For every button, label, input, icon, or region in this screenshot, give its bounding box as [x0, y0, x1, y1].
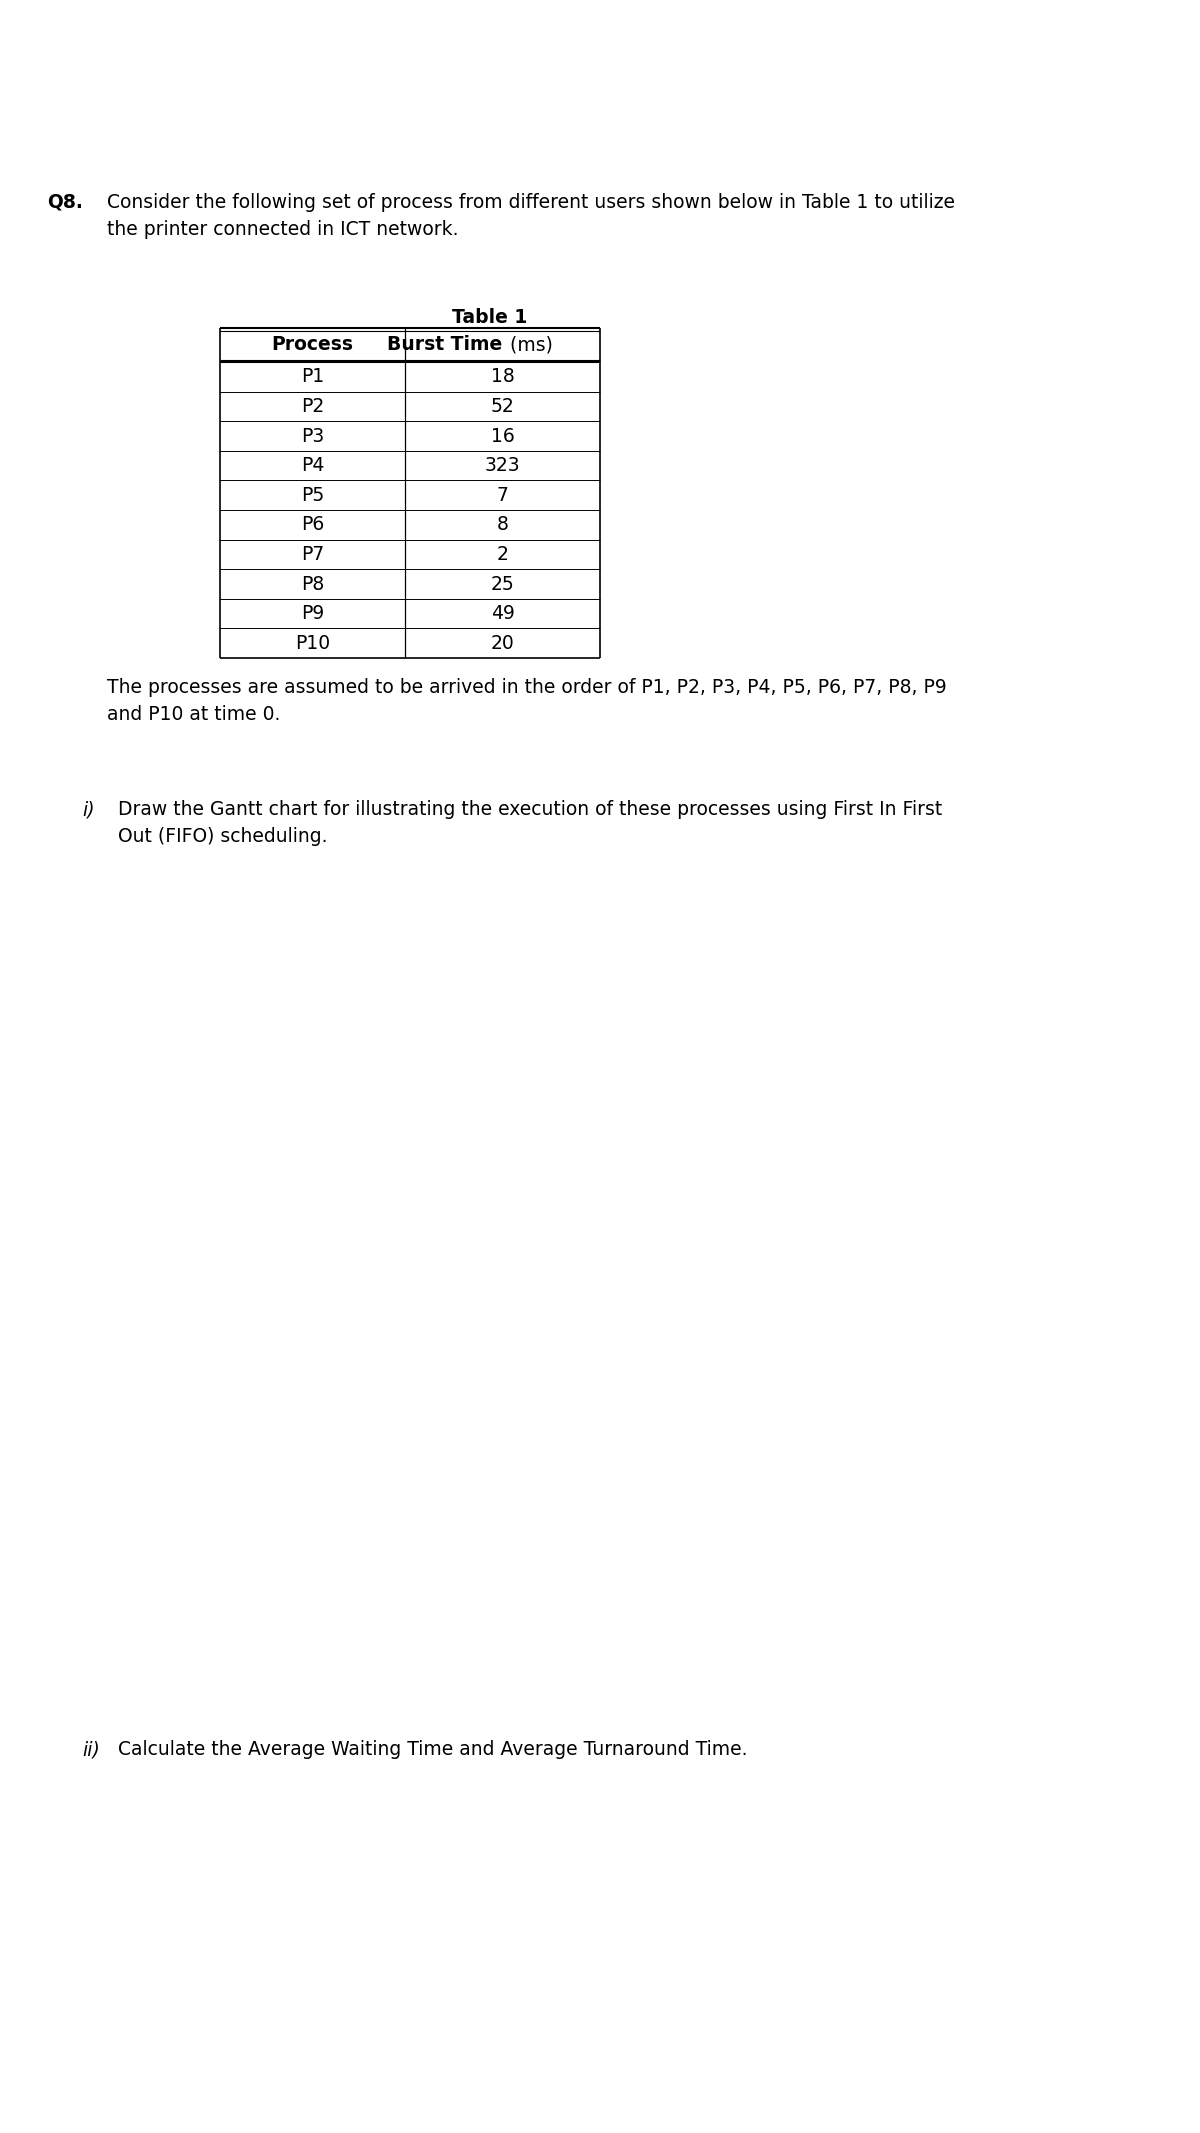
- Text: 16: 16: [491, 427, 515, 446]
- Text: Process: Process: [271, 335, 354, 354]
- Text: 52: 52: [491, 397, 515, 416]
- Text: 20: 20: [491, 634, 515, 653]
- Text: 323: 323: [485, 456, 521, 476]
- Text: P3: P3: [301, 427, 324, 446]
- Text: P8: P8: [301, 574, 324, 593]
- Text: P1: P1: [301, 367, 324, 386]
- Text: Draw the Gantt chart for illustrating the execution of these processes using Fir: Draw the Gantt chart for illustrating th…: [118, 800, 942, 847]
- Text: ii): ii): [82, 1741, 100, 1760]
- Text: P4: P4: [301, 456, 324, 476]
- Text: P2: P2: [301, 397, 324, 416]
- Text: P7: P7: [301, 544, 324, 563]
- Text: 7: 7: [497, 486, 509, 506]
- Text: Q8.: Q8.: [47, 192, 83, 211]
- Text: P5: P5: [301, 486, 324, 506]
- Text: i): i): [82, 800, 95, 819]
- Text: Calculate the Average Waiting Time and Average Turnaround Time.: Calculate the Average Waiting Time and A…: [118, 1741, 748, 1760]
- Text: Burst Time: Burst Time: [388, 335, 503, 354]
- Text: Table 1: Table 1: [452, 307, 528, 326]
- Text: 18: 18: [491, 367, 515, 386]
- Text: (ms): (ms): [504, 335, 553, 354]
- Text: The processes are assumed to be arrived in the order of P1, P2, P3, P4, P5, P6, : The processes are assumed to be arrived …: [107, 678, 947, 725]
- Text: Consider the following set of process from different users shown below in Table : Consider the following set of process fr…: [107, 192, 955, 239]
- Text: 25: 25: [491, 574, 515, 593]
- Text: 8: 8: [497, 516, 509, 533]
- Text: P6: P6: [301, 516, 324, 533]
- Text: P10: P10: [295, 634, 330, 653]
- Text: P9: P9: [301, 604, 324, 623]
- Text: 49: 49: [491, 604, 515, 623]
- Text: 2: 2: [497, 544, 509, 563]
